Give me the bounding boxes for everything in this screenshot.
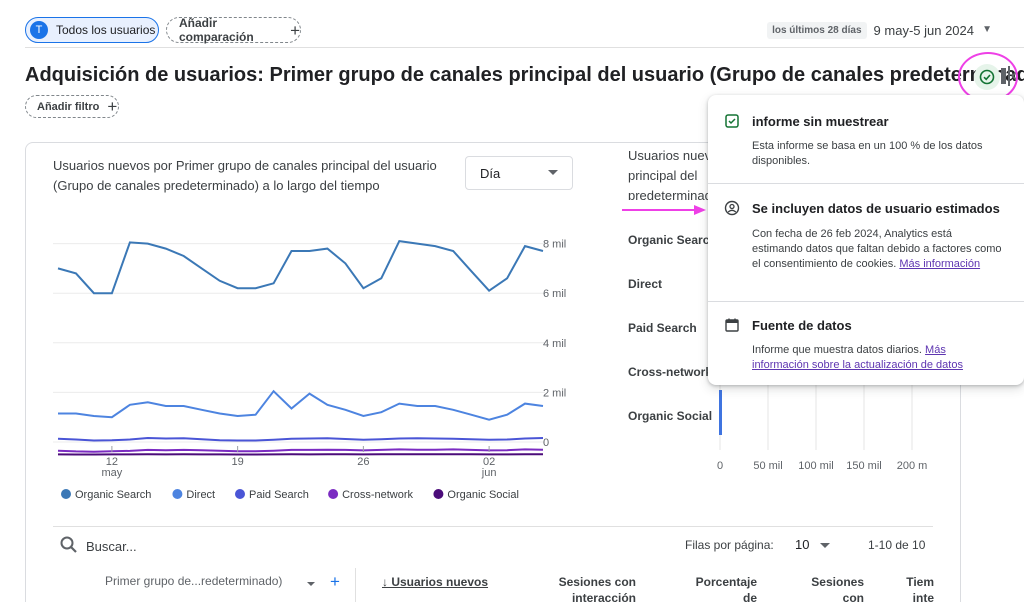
caret-down-icon[interactable]: ▼: [982, 24, 992, 35]
date-range-picker[interactable]: los últimos 28 días 9 may-5 jun 2024: [767, 22, 974, 39]
bar-title-line: predeterminad: [628, 188, 712, 200]
tooltip-divider: [708, 183, 1024, 184]
add-filter-label: Añadir filtro: [37, 100, 100, 113]
tooltip-heading: Fuente de datos: [752, 318, 852, 333]
pagination-range: 1-10 de 10: [868, 538, 926, 552]
legend-swatch: [328, 489, 339, 499]
rows-per-page-select[interactable]: 10: [795, 537, 810, 552]
segment-label: Todos los usuarios: [56, 23, 156, 37]
bar-category-label: Direct: [628, 277, 663, 291]
x-tick-label: 26: [357, 456, 369, 468]
metric-header-new-users[interactable]: ↓ Usuarios nuevos: [382, 575, 489, 589]
x-tick-label: 0: [717, 460, 723, 472]
tooltip-heading: informe sin muestrear: [752, 114, 889, 129]
metric-header-sessions[interactable]: Sesiones con: [811, 575, 864, 602]
bar-category-label: Paid Search: [628, 321, 697, 335]
x-tick-sublabel: may: [101, 467, 122, 479]
bar-title-line: principal del: [628, 168, 698, 183]
legend-label: Organic Social: [447, 489, 519, 501]
page-title: Adquisición de usuarios: Primer grupo de…: [25, 64, 1024, 86]
data-quality-popover: informe sin muestrear Esta informe se ba…: [708, 95, 1024, 385]
x-tick-sublabel: jun: [481, 467, 497, 479]
add-comparison-button[interactable]: Añadir comparación +: [166, 16, 301, 44]
plus-icon: +: [107, 97, 118, 116]
x-tick-label: 12: [106, 456, 118, 468]
annotation-arrow: [622, 205, 706, 215]
y-tick-label: 6 mil: [543, 288, 566, 300]
y-tick-label: 8 mil: [543, 239, 566, 251]
x-tick-label: 19: [232, 456, 244, 468]
more-info-link[interactable]: Más información: [899, 258, 981, 270]
series-line: [57, 448, 544, 453]
tooltip-body-text: Con fecha de 26 feb 2024, Analytics está…: [752, 228, 1002, 270]
bar-chart-title: Usuarios nuev principal del predetermina…: [628, 146, 718, 200]
x-tick-label: 50 mil: [753, 460, 782, 472]
rows-per-page-label: Filas por página:: [685, 538, 774, 552]
legend-swatch: [61, 489, 71, 499]
bar-title-line: Usuarios nuev: [628, 148, 712, 163]
add-comparison-label: Añadir comparación: [179, 16, 254, 44]
verified-check-icon: [725, 114, 739, 128]
add-dimension-icon[interactable]: +: [330, 572, 340, 591]
tooltip-body: Informe que muestra datos diarios. Más i…: [752, 343, 1002, 373]
line-chart-title: Usuarios nuevos por Primer grupo de cana…: [53, 158, 437, 193]
caret-down-icon[interactable]: [307, 582, 315, 586]
legend-swatch: [172, 489, 183, 499]
granularity-value: Día: [480, 166, 501, 181]
dimension-column-header[interactable]: Primer grupo de...redeterminado): [105, 574, 283, 588]
tooltip-heading: Se incluyen datos de usuario estimados: [752, 201, 1000, 216]
granularity-select[interactable]: Día: [465, 156, 573, 190]
series-line: [57, 436, 544, 442]
table-divider: [53, 526, 933, 527]
bar-category-label: Cross-network: [628, 365, 713, 379]
metric-header-engaged-sessions[interactable]: Sesiones con interacción: [558, 575, 636, 602]
legend-label: Paid Search: [249, 489, 309, 501]
segment-avatar: T: [30, 21, 48, 39]
calendar-icon: [725, 318, 739, 332]
table-search-input[interactable]: [86, 537, 286, 555]
legend-swatch: [235, 489, 245, 499]
metric-header-time[interactable]: Tiem inte: [906, 575, 934, 602]
header-divider: [25, 47, 1024, 48]
bar: [719, 390, 722, 435]
date-range-label: los últimos 28 días: [767, 22, 867, 39]
data-freshness-link[interactable]: Más información sobre la actualización d…: [752, 344, 963, 371]
legend-swatch: [433, 489, 444, 499]
tooltip-body-text: Informe que muestra datos diarios.: [752, 344, 922, 356]
tooltip-body: Esta informe se basa en un 100 % de los …: [752, 140, 983, 167]
legend-label: Direct: [186, 489, 215, 501]
x-tick-label: 150 mil: [846, 460, 881, 472]
y-tick-label: 10 mil: [543, 198, 572, 201]
search-icon: [60, 536, 77, 553]
y-tick-label: 0: [543, 437, 549, 449]
y-tick-label: 4 mil: [543, 338, 566, 350]
bar-category-label: Organic Search: [628, 233, 717, 247]
person-circle-icon: [724, 200, 740, 216]
segment-chip[interactable]: T Todos los usuarios: [25, 17, 159, 43]
tooltip-body: Con fecha de 26 feb 2024, Analytics está…: [752, 227, 1002, 272]
caret-down-icon[interactable]: [820, 543, 830, 548]
legend-label: Organic Search: [75, 489, 151, 501]
date-range-value: 9 may-5 jun 2024: [873, 23, 974, 38]
series-line: [58, 389, 544, 421]
legend-label: Cross-network: [342, 489, 413, 501]
caret-down-icon: [548, 170, 558, 175]
add-filter-button[interactable]: Añadir filtro +: [25, 95, 119, 118]
column-divider: [355, 568, 356, 602]
plus-icon: +: [290, 20, 300, 40]
bar-category-label: Organic Social: [628, 409, 713, 423]
y-tick-label: 2 mil: [543, 387, 566, 399]
tooltip-divider: [708, 301, 1024, 302]
bar-chart: 0 50 mil 100 mil 150 mil 200 m: [717, 380, 928, 472]
series-line: [57, 240, 544, 295]
x-tick-label: 200 m: [897, 460, 928, 472]
x-tick-label: 100 mil: [798, 460, 833, 472]
metric-header-percentage[interactable]: Porcentaje de: [695, 575, 757, 602]
x-tick-label: 02: [483, 456, 495, 468]
